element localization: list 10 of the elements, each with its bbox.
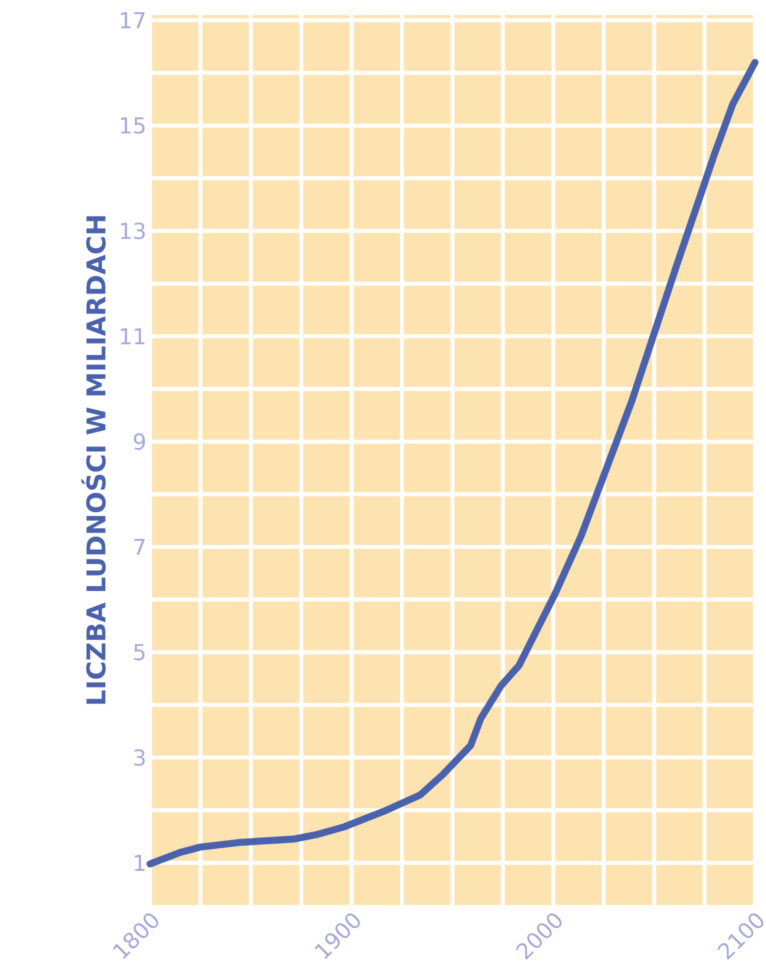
y-axis-title: LICZBA LUDNOŚCI W MILIARDACH — [81, 216, 106, 704]
y-tick-label: 13 — [120, 222, 145, 240]
y-tick-label: 17 — [120, 12, 145, 28]
y-tick-label: 7 — [134, 538, 145, 555]
y-tick-label: 5 — [134, 644, 145, 660]
y-tick-label: 11 — [120, 328, 144, 344]
y-tick-label: 1 — [134, 854, 144, 871]
y-tick-label: 15 — [120, 117, 145, 134]
y-tick-label: 3 — [134, 749, 145, 766]
y-tick-label: 9 — [134, 433, 145, 450]
